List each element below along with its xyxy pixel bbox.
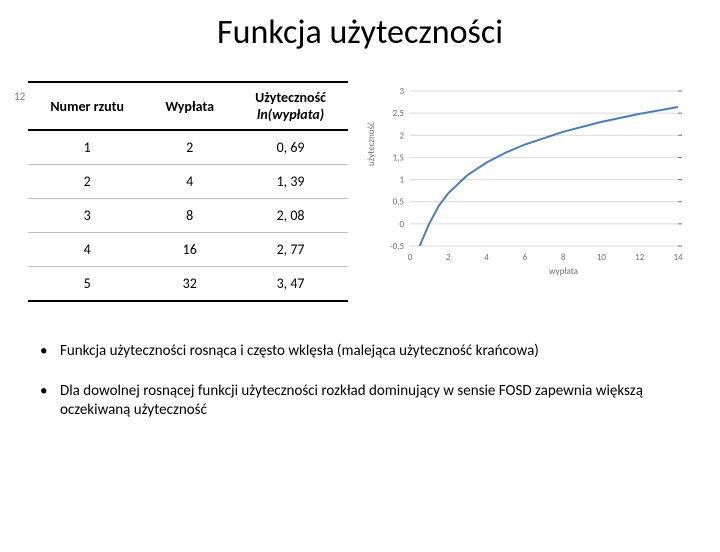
table-body: 120, 69241, 39382, 084162, 775323, 47 [28, 130, 348, 301]
bullet-list: •Funkcja użyteczności rosnąca i często w… [0, 342, 720, 421]
table-cell: 32 [146, 267, 233, 302]
bullet-text: Funkcja użyteczności rosnąca i często wk… [60, 342, 680, 362]
utility-chart: -0,500,511,522,5302468101214 użyteczność… [368, 81, 688, 281]
table-cell: 2 [28, 165, 146, 199]
table-row: 5323, 47 [28, 267, 348, 302]
svg-text:0: 0 [399, 219, 404, 230]
svg-text:1: 1 [399, 175, 404, 186]
svg-text:2: 2 [399, 130, 404, 141]
table-cell: 4 [146, 165, 233, 199]
table-row: 382, 08 [28, 199, 348, 233]
page-title: Funkcja użyteczności [0, 12, 720, 53]
bullet-dot: • [40, 342, 60, 362]
table-cell: 8 [146, 199, 233, 233]
table-cell: 5 [28, 267, 146, 302]
svg-text:14: 14 [673, 252, 683, 263]
content-row: Numer rzutu Wypłata Użyteczność ln(wypła… [0, 81, 720, 302]
utility-table: Numer rzutu Wypłata Użyteczność ln(wypła… [28, 81, 348, 302]
page-number: 12 [14, 90, 25, 103]
table-row: 4162, 77 [28, 233, 348, 267]
svg-text:6: 6 [523, 252, 528, 263]
svg-text:4: 4 [484, 252, 489, 263]
table-cell: 3 [28, 199, 146, 233]
table-row: 241, 39 [28, 165, 348, 199]
svg-text:-0,5: -0,5 [390, 241, 405, 252]
table-cell: 16 [146, 233, 233, 267]
svg-text:2: 2 [446, 252, 451, 263]
col-header-uzytecznosc: Użyteczność ln(wypłata) [233, 82, 348, 130]
table-cell: 2 [146, 130, 233, 165]
col-header-wyplata: Wypłata [146, 82, 233, 130]
table-cell: 1 [28, 130, 146, 165]
bullet-dot: • [40, 382, 60, 402]
chart-svg: -0,500,511,522,5302468101214 [368, 81, 688, 281]
svg-text:2,5: 2,5 [393, 108, 405, 119]
svg-text:12: 12 [635, 252, 645, 263]
table-cell: 0, 69 [233, 130, 348, 165]
svg-text:10: 10 [597, 252, 607, 263]
table-cell: 2, 77 [233, 233, 348, 267]
table-cell: 4 [28, 233, 146, 267]
col-header-numer: Numer rzutu [28, 82, 146, 130]
svg-text:0,5: 0,5 [393, 197, 405, 208]
x-axis-label: wypłata [549, 266, 578, 277]
table-cell: 1, 39 [233, 165, 348, 199]
y-axis-label: użyteczność [366, 122, 377, 166]
bullet-text: Dla dowolnej rosnącej funkcji użytecznoś… [60, 382, 680, 421]
table-row: 120, 69 [28, 130, 348, 165]
svg-text:1,5: 1,5 [393, 152, 405, 163]
bullet-row: •Funkcja użyteczności rosnąca i często w… [40, 342, 680, 362]
bullet-row: •Dla dowolnej rosnącej funkcji użyteczno… [40, 382, 680, 421]
svg-text:3: 3 [399, 86, 404, 97]
table-cell: 2, 08 [233, 199, 348, 233]
svg-text:0: 0 [408, 252, 413, 263]
table-cell: 3, 47 [233, 267, 348, 302]
svg-text:8: 8 [561, 252, 566, 263]
